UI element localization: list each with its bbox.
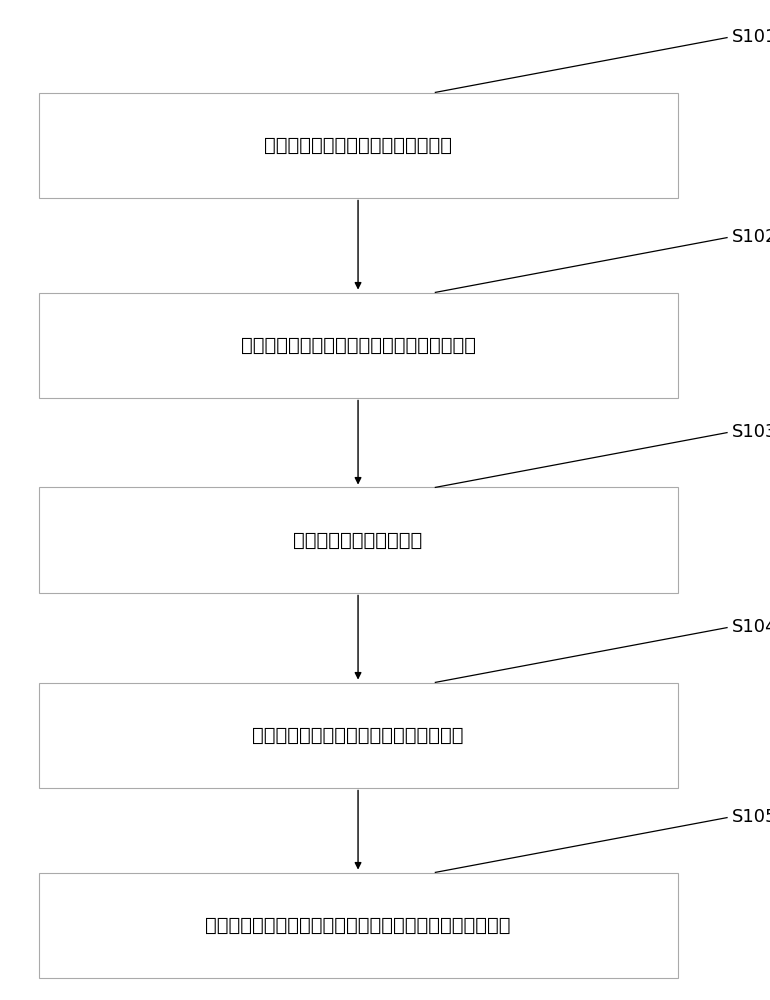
Text: S104: S104 [732, 618, 770, 637]
Text: S101: S101 [732, 28, 770, 46]
Bar [38, 487, 678, 592]
Bar [38, 292, 678, 397]
Text: 接收服务器设备反馈的至少一条充电导航路线: 接收服务器设备反馈的至少一条充电导航路线 [240, 336, 476, 355]
Text: S103: S103 [732, 423, 770, 441]
Text: S102: S102 [732, 228, 770, 246]
Text: 接收服务器设备反馈的根据动态信息调整后的充电导航路线: 接收服务器设备反馈的根据动态信息调整后的充电导航路线 [206, 916, 511, 934]
Bar [38, 682, 678, 788]
Text: 向服务器设备发送充电导航请求消息: 向服务器设备发送充电导航请求消息 [264, 135, 452, 154]
Text: 将充电导航路线进行显示: 将充电导航路线进行显示 [293, 530, 423, 550]
Text: S105: S105 [732, 808, 770, 826]
Text: 将电动车的动态信息上传至服务器设备中: 将电动车的动态信息上传至服务器设备中 [253, 726, 464, 744]
Bar [38, 872, 678, 978]
Bar [38, 93, 678, 198]
